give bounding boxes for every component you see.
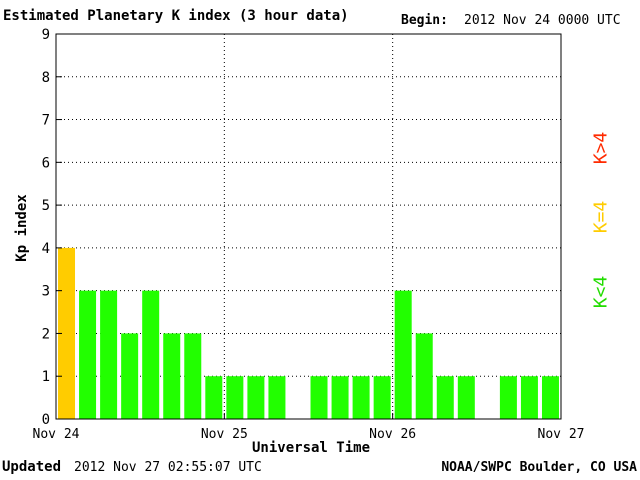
y-tick-label: 6 [42,155,50,171]
x-tick-label: Nov 26 [369,427,416,442]
x-tick-label: Nov 24 [33,427,80,442]
y-tick-label: 1 [42,369,50,385]
y-tick-label: 4 [42,241,50,257]
kp-bar [541,376,559,419]
kp-bar [457,376,475,419]
kp-bar [142,290,160,419]
legend-k-equal-4: K=4 [590,200,612,234]
x-axis-label: Universal Time [252,440,371,456]
y-tick-label: 0 [42,412,50,428]
kp-bar [58,247,76,419]
kp-bar [184,333,202,419]
kp-bar [436,376,454,419]
data-source-credit: NOAA/SWPC Boulder, CO USA [441,460,637,475]
kp-bar [415,333,433,419]
updated-timestamp: 2012 Nov 27 02:55:07 UTC [74,460,262,475]
begin-value: 2012 Nov 24 0000 UTC [464,13,621,28]
begin-label: Begin: [401,13,448,28]
kp-bar [499,376,517,419]
kp-bar [100,290,118,419]
kp-bar [79,290,97,419]
updated-label: Updated [2,459,62,475]
kp-bar [331,376,349,419]
y-tick-label: 8 [42,70,50,86]
kp-bar [121,333,139,419]
kp-bar [373,376,391,419]
kp-bar [520,376,538,419]
x-tick-label: Nov 25 [201,427,248,442]
kp-bar [310,376,328,419]
kp-bar [163,333,181,419]
y-tick-label: 9 [42,27,50,43]
x-tick-label: Nov 27 [538,427,585,442]
legend-k-below-4: K<4 [590,275,612,309]
kp-bar [394,290,412,419]
legend-k-above-4: K>4 [590,131,612,165]
kp-bar [226,376,244,419]
plot-frame [55,33,562,420]
y-tick-label: 7 [42,113,50,129]
y-tick-label: 3 [42,284,50,300]
chart-title: Estimated Planetary K index (3 hour data… [3,8,349,24]
kp-bar [352,376,370,419]
y-tick-label: 2 [42,326,50,342]
kp-bar [205,376,223,419]
kp-bar [268,376,286,419]
y-axis-label: Kp index [14,194,30,262]
kp-bar [247,376,265,419]
y-tick-label: 5 [42,198,50,214]
